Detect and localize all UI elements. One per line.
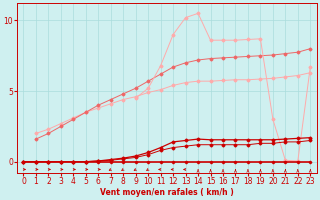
- X-axis label: Vent moyen/en rafales ( km/h ): Vent moyen/en rafales ( km/h ): [100, 188, 234, 197]
